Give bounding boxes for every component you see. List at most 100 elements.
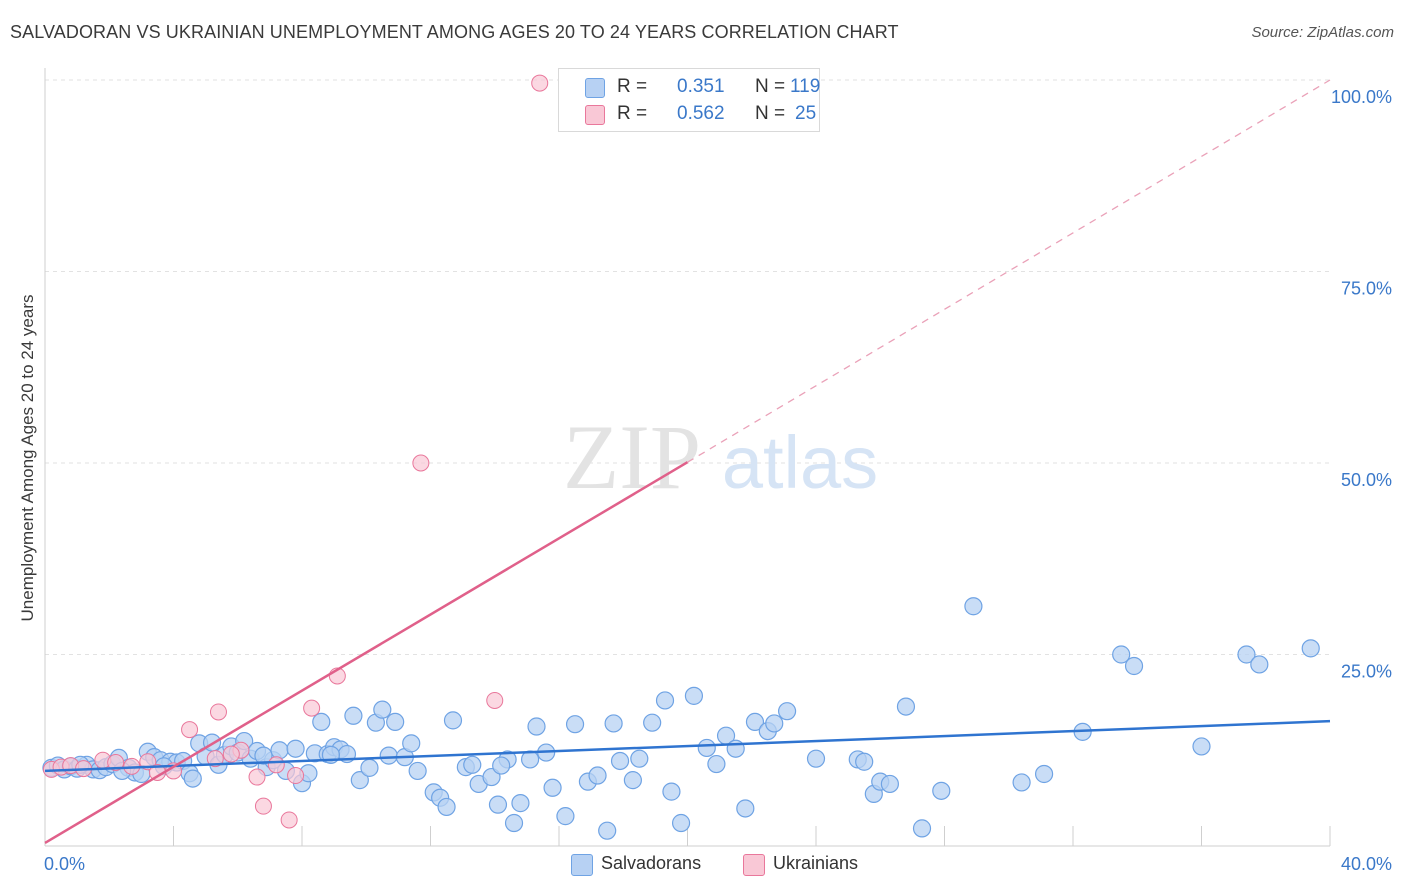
- salvadorans-point: [655, 691, 675, 710]
- ukrainians-points: [42, 74, 549, 829]
- salvadorans-point: [1034, 764, 1054, 784]
- salvadorans-point: [932, 781, 951, 800]
- salvadorans-point: [504, 813, 524, 833]
- salvadorans-point: [565, 715, 585, 734]
- salvadorans-point: [312, 712, 331, 732]
- salvadorans-point: [896, 697, 916, 716]
- y-tick-label: 75.0%: [1341, 279, 1392, 299]
- salvadorans-point: [463, 755, 482, 774]
- salvadorans-point: [1112, 645, 1131, 664]
- salvadorans-point: [443, 711, 463, 730]
- y-tick-label: 25.0%: [1341, 662, 1392, 682]
- salvadorans-point: [777, 702, 797, 721]
- salvadorans-point: [964, 597, 983, 616]
- legend-n-value: 25: [795, 103, 817, 124]
- salvadorans-point: [745, 712, 765, 732]
- salvadorans-point: [408, 761, 427, 781]
- bottom-legend-label: Salvadorans: [601, 853, 702, 873]
- salvadorans-point: [350, 771, 369, 790]
- bottom-legend-swatch: [743, 854, 765, 876]
- legend-swatch-salvadorans: [585, 78, 605, 98]
- salvadorans-point: [736, 799, 755, 818]
- source-label: Source: ZipAtlas.com: [1251, 24, 1394, 41]
- axes: [44, 68, 1331, 847]
- salvadorans-point: [402, 734, 421, 753]
- salvadorans-point: [1250, 655, 1269, 674]
- ukrainians-point: [209, 703, 227, 721]
- ukrainians-point: [222, 745, 240, 763]
- salvadorans-point: [588, 766, 607, 785]
- salvadorans-point: [598, 821, 617, 840]
- y-tick-label: 100.0%: [1331, 87, 1392, 107]
- salvadorans-point: [684, 686, 704, 705]
- legend-r-value: 0.351: [677, 76, 725, 97]
- salvadorans-point: [1301, 639, 1320, 658]
- salvadorans-point: [1237, 645, 1256, 664]
- y-axis-label: Unemployment Among Ages 20 to 24 years: [18, 294, 37, 622]
- chart-title: SALVADORAN VS UKRAINIAN UNEMPLOYMENT AMO…: [10, 22, 899, 42]
- salvadorans-point: [765, 714, 784, 733]
- watermark-zip: ZIP: [563, 406, 701, 508]
- salvadorans-point: [610, 751, 630, 771]
- salvadorans-point: [492, 756, 511, 775]
- salvadorans-point: [1124, 656, 1144, 676]
- ukrainians-point: [412, 454, 430, 472]
- tick-labels: 100.0% 75.0% 50.0% 25.0% 0.0% 40.0%: [44, 87, 1392, 874]
- legend-r-label: R =: [617, 76, 648, 97]
- ukrainians-point: [280, 811, 298, 829]
- salvadorans-point: [1012, 773, 1031, 792]
- legend-n-value: 119: [790, 76, 821, 97]
- salvadorans-point: [386, 712, 405, 732]
- salvadorans-point: [806, 749, 826, 768]
- ukrainians-point: [206, 750, 224, 768]
- salvadorans-point: [671, 813, 691, 833]
- ukrainians-point: [531, 74, 549, 92]
- watermark-atlas: atlas: [722, 421, 878, 504]
- salvadorans-point: [183, 769, 202, 788]
- ukrainians-point: [303, 699, 321, 717]
- salvadorans-point: [254, 746, 273, 765]
- salvadorans-point: [912, 819, 932, 838]
- bottom-legend-label: Ukrainians: [773, 853, 859, 873]
- ukrainians-point: [486, 691, 504, 709]
- salvadorans-point: [630, 749, 649, 768]
- grid-lines: [45, 79, 1330, 655]
- salvadorans-point: [697, 738, 716, 758]
- ukrainians-point: [181, 721, 199, 739]
- legend-n-label: N =: [755, 76, 786, 97]
- legend-r-value: 0.562: [677, 103, 725, 124]
- trend-lines: [44, 79, 1331, 845]
- salvadorans-point: [511, 794, 530, 813]
- salvadorans-point: [556, 807, 575, 826]
- salvadorans-point: [373, 700, 392, 719]
- y-tick-label: 50.0%: [1341, 470, 1392, 490]
- ukrainians-point: [267, 756, 285, 774]
- x-tick-label: 0.0%: [44, 854, 85, 874]
- ukrainians-trend-line: [44, 461, 689, 845]
- salvadorans-point: [543, 778, 562, 797]
- salvadorans-point: [360, 758, 379, 777]
- salvadorans-point: [662, 782, 681, 801]
- bottom-legend-swatch: [571, 854, 593, 876]
- ukrainians-point: [287, 767, 305, 785]
- legend-r-label: R =: [617, 103, 648, 124]
- legend-swatch-ukrainians: [585, 105, 605, 125]
- salvadorans-point: [527, 717, 546, 736]
- salvadorans-point: [855, 752, 874, 771]
- salvadorans-point: [270, 741, 289, 760]
- salvadorans-point: [379, 746, 398, 765]
- salvadorans-point: [488, 795, 508, 814]
- x-tick-label: 40.0%: [1341, 854, 1392, 874]
- salvadorans-point: [880, 774, 899, 794]
- ukrainians-point: [107, 754, 125, 772]
- salvadorans-point: [437, 797, 456, 817]
- ukrainians-point: [248, 768, 266, 786]
- salvadorans-point: [1192, 737, 1211, 756]
- salvadorans-point: [286, 739, 305, 758]
- legend-n-label: N =: [755, 103, 786, 124]
- watermark: ZIP atlas: [563, 406, 878, 508]
- correlation-legend: R = 0.351 N = 119 R = 0.562 N = 25: [558, 68, 820, 132]
- salvadorans-point: [604, 714, 623, 733]
- salvadorans-points: [42, 597, 1320, 840]
- salvadorans-point: [623, 771, 642, 790]
